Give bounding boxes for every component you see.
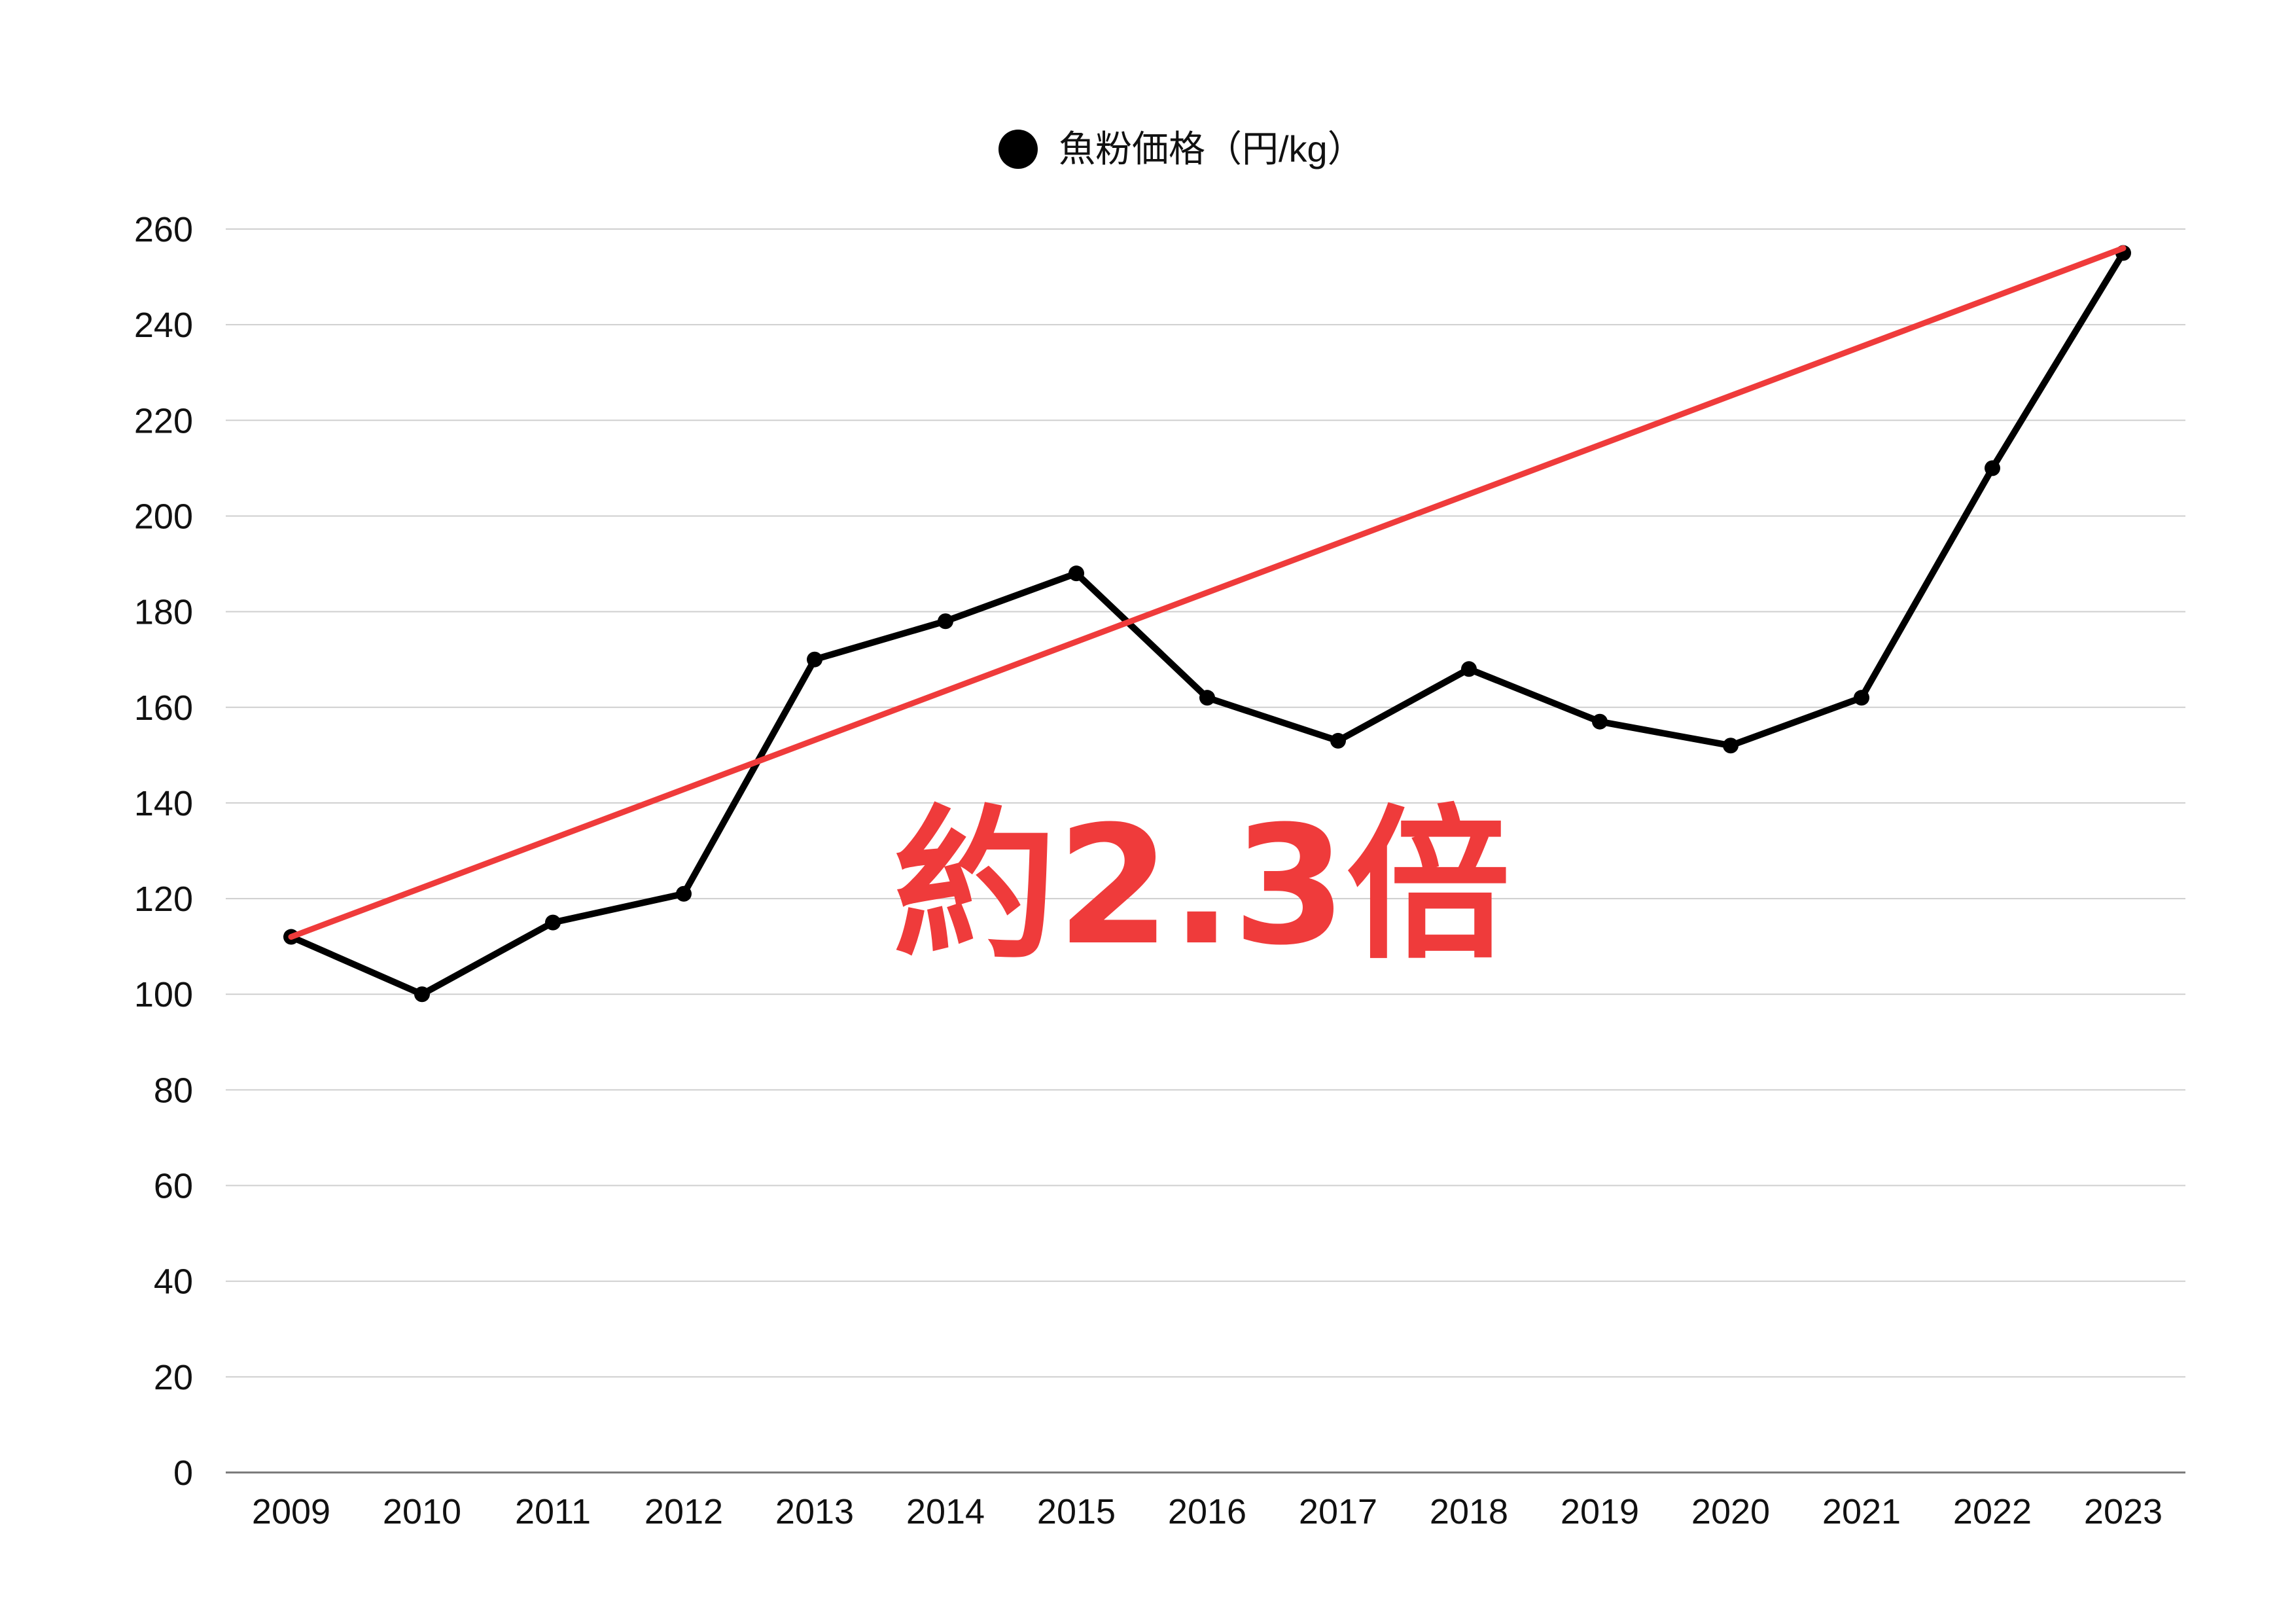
y-tick-label: 20 bbox=[154, 1358, 193, 1397]
x-tick-label: 2013 bbox=[775, 1492, 854, 1531]
y-tick-label: 220 bbox=[134, 401, 193, 440]
x-tick-label: 2015 bbox=[1037, 1492, 1116, 1531]
x-tick-label: 2019 bbox=[1561, 1492, 1639, 1531]
data-point bbox=[1723, 738, 1739, 754]
legend-marker bbox=[998, 130, 1038, 169]
x-tick-label: 2014 bbox=[906, 1492, 985, 1531]
y-tick-label: 240 bbox=[134, 306, 193, 345]
x-tick-label: 2011 bbox=[515, 1492, 591, 1531]
data-point bbox=[414, 986, 430, 1003]
y-tick-label: 200 bbox=[134, 497, 193, 536]
x-tick-label: 2022 bbox=[1953, 1492, 2032, 1531]
data-point bbox=[1592, 713, 1608, 730]
y-tick-label: 260 bbox=[134, 210, 193, 249]
data-point bbox=[1069, 565, 1084, 582]
y-tick-label: 60 bbox=[154, 1167, 193, 1206]
data-point bbox=[938, 613, 953, 630]
y-tick-label: 100 bbox=[134, 975, 193, 1014]
data-point bbox=[1985, 460, 2000, 476]
data-point bbox=[676, 885, 692, 902]
x-tick-label: 2020 bbox=[1691, 1492, 1770, 1531]
x-tick-label: 2021 bbox=[1822, 1492, 1901, 1531]
x-tick-label: 2016 bbox=[1168, 1492, 1246, 1531]
x-tick-label: 2018 bbox=[1430, 1492, 1508, 1531]
x-tick-label: 2010 bbox=[383, 1492, 461, 1531]
y-tick-label: 40 bbox=[154, 1262, 193, 1302]
x-tick-label: 2012 bbox=[645, 1492, 723, 1531]
y-tick-label: 160 bbox=[134, 688, 193, 728]
data-point bbox=[1199, 690, 1215, 706]
y-tick-label: 0 bbox=[173, 1454, 193, 1493]
y-tick-label: 120 bbox=[134, 880, 193, 919]
y-tick-label: 180 bbox=[134, 593, 193, 632]
data-point bbox=[1461, 661, 1477, 677]
x-tick-label: 2023 bbox=[2084, 1492, 2163, 1531]
gridlines bbox=[226, 228, 2185, 1474]
y-tick-label: 140 bbox=[134, 784, 193, 823]
trend-line bbox=[288, 245, 2127, 940]
data-point bbox=[807, 651, 822, 668]
legend: 魚粉価格（円/kg） bbox=[998, 128, 1364, 169]
x-tick-label: 2017 bbox=[1299, 1492, 1377, 1531]
data-point bbox=[1330, 732, 1346, 749]
y-axis-ticks: 0 20 40 60 80 100 120 140 160 180 200 220 240 260 bbox=[134, 210, 193, 1493]
legend-label: 魚粉価格（円/kg） bbox=[1059, 128, 1364, 169]
data-point bbox=[545, 914, 561, 931]
annotation-label: 約2.3倍 bbox=[893, 791, 1510, 981]
x-tick-label: 2009 bbox=[252, 1492, 330, 1531]
x-axis-ticks: 2009 2010 2011 2012 2013 2014 2015 2016 2017 2018… bbox=[252, 1492, 2163, 1531]
trend-line-group bbox=[288, 245, 2127, 940]
y-tick-label: 80 bbox=[154, 1071, 193, 1110]
data-point bbox=[1854, 690, 1869, 706]
